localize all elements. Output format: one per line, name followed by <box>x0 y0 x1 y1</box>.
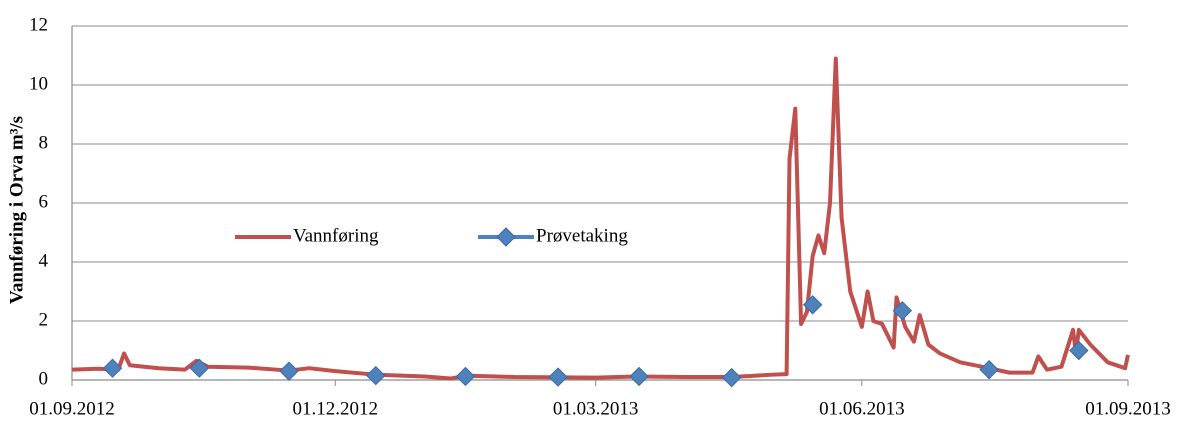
legend-label: Prøvetaking <box>536 225 628 246</box>
y-tick-label: 6 <box>39 191 49 212</box>
x-tick-label: 01.12.2012 <box>293 398 379 419</box>
x-tick-label: 01.09.2012 <box>29 398 115 419</box>
y-tick-label: 10 <box>29 73 48 94</box>
legend-label: Vannføring <box>293 225 379 246</box>
x-tick-label: 01.03.2013 <box>553 398 639 419</box>
data-point <box>802 295 823 315</box>
data-point <box>548 367 568 387</box>
y-tick-label: 8 <box>39 132 49 153</box>
data-point <box>279 361 299 381</box>
data-point <box>366 365 386 386</box>
data-point <box>1069 340 1089 361</box>
y-tick-label: 0 <box>39 368 49 389</box>
data-point <box>629 366 649 387</box>
x-tick-label: 01.09.2013 <box>1085 398 1171 419</box>
legend-marker <box>496 227 516 247</box>
data-point <box>189 358 210 378</box>
data-point <box>721 367 742 388</box>
y-axis-label: Vannføring i Orva m³/s <box>6 116 27 304</box>
data-point <box>892 300 913 321</box>
y-tick-label: 2 <box>39 309 49 330</box>
data-point <box>102 358 123 378</box>
y-tick-label: 4 <box>39 250 49 271</box>
data-point <box>455 366 476 387</box>
x-tick-label: 01.06.2013 <box>819 398 905 419</box>
data-point <box>979 359 999 380</box>
y-tick-label: 12 <box>29 14 48 35</box>
data-line <box>71 56 1130 381</box>
